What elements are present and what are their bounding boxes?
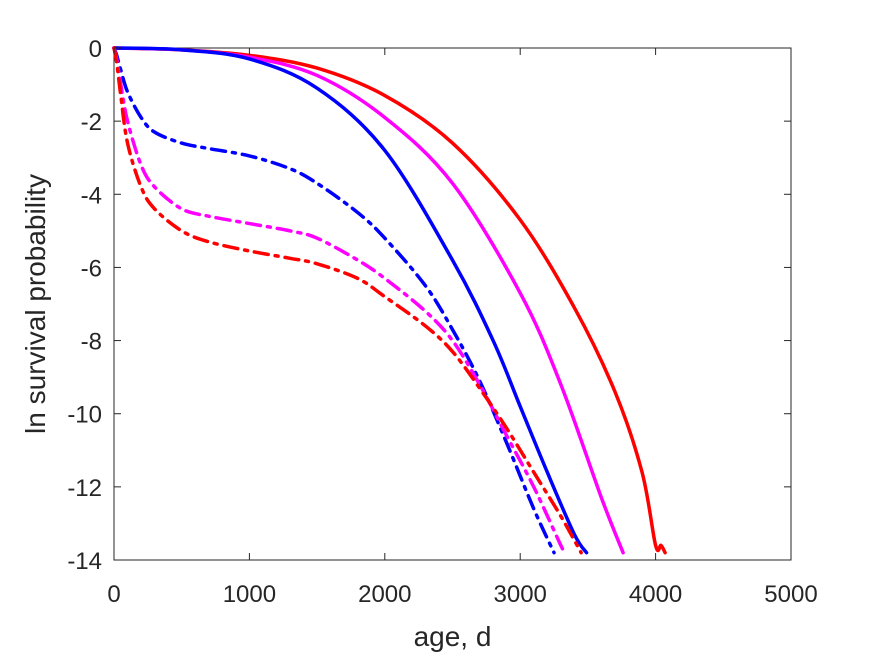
y-tick-label: -6 xyxy=(81,255,102,282)
y-tick-label: -12 xyxy=(67,475,102,502)
series-line-0-solid xyxy=(112,46,667,555)
axes-box xyxy=(113,47,792,561)
series-line-5-dashdot xyxy=(112,46,583,555)
y-tick-label: -4 xyxy=(81,182,102,209)
x-tick-label: 4000 xyxy=(629,581,682,608)
series-layer xyxy=(112,46,667,555)
x-tick-label: 0 xyxy=(107,581,120,608)
y-axis-title: ln survival probability xyxy=(20,174,51,434)
x-tick-label: 2000 xyxy=(358,581,411,608)
y-tick-label: -10 xyxy=(67,402,102,429)
x-tick-label: 5000 xyxy=(764,581,817,608)
y-tick-label: -2 xyxy=(81,109,102,136)
y-tick-label: -8 xyxy=(81,329,102,356)
series-line-4-dashdot xyxy=(112,46,567,555)
x-tick-label: 1000 xyxy=(223,581,276,608)
plot-area xyxy=(112,46,792,561)
x-tick-label: 3000 xyxy=(494,581,547,608)
x-axis-ticks: 0 1000 2000 3000 4000 5000 xyxy=(107,48,818,608)
y-tick-label: 0 xyxy=(89,36,102,63)
x-axis-title: age, d xyxy=(414,621,492,652)
y-tick-label: -14 xyxy=(67,548,102,575)
series-line-3-dashdot xyxy=(112,46,556,555)
series-line-2-solid xyxy=(112,46,589,555)
y-axis-ticks: 0 -2 -4 -6 -8 -10 -12 -14 xyxy=(67,36,791,575)
series-line-1-solid xyxy=(112,46,625,555)
